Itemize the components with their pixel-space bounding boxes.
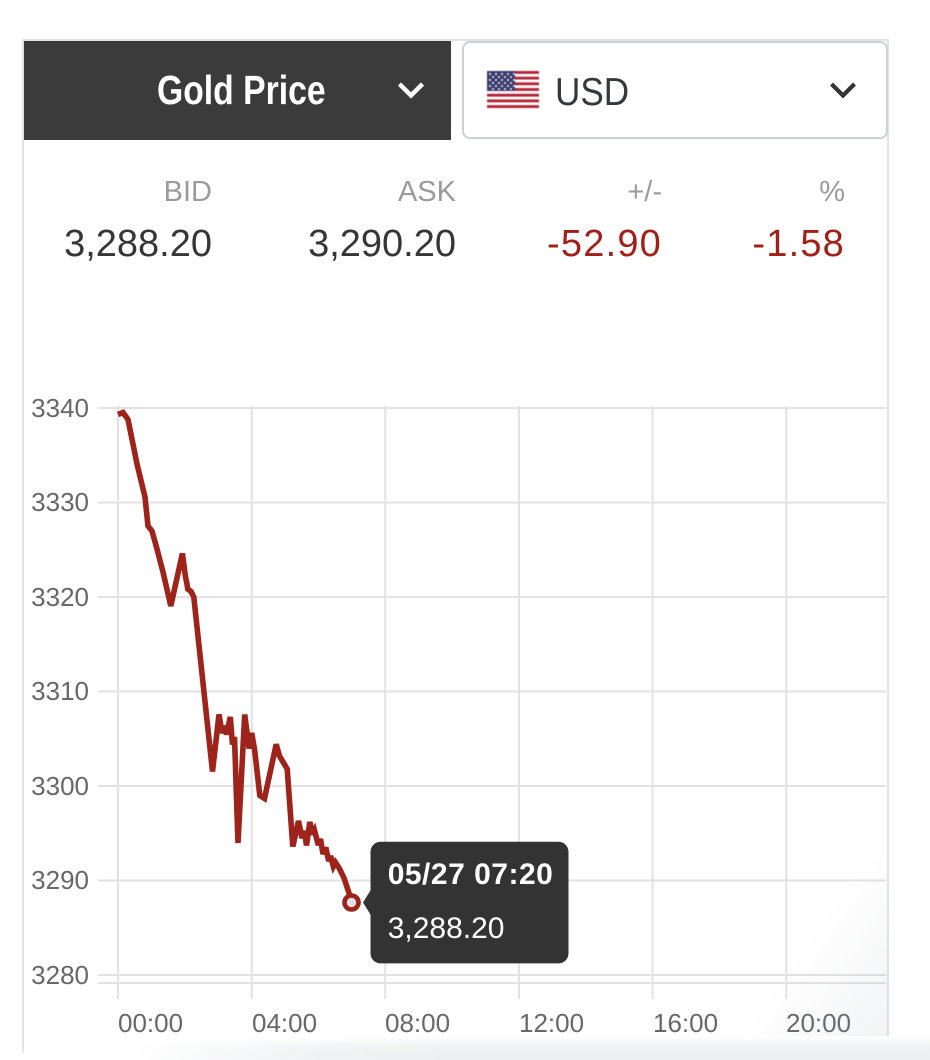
svg-text:05/27 07:20: 05/27 07:20 — [388, 858, 554, 891]
svg-text:3,288.20: 3,288.20 — [388, 912, 505, 945]
